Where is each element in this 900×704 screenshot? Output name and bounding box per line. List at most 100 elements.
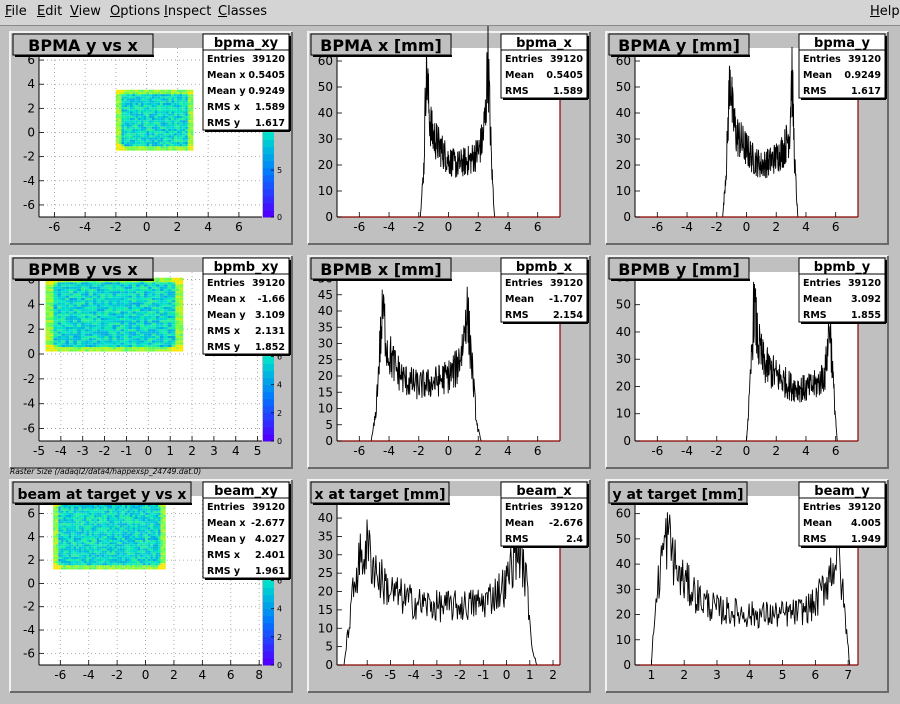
heatmap-cell — [159, 309, 164, 312]
heatmap-cell — [157, 146, 161, 149]
heatmap-cell — [73, 531, 77, 534]
menu-help[interactable]: Help — [870, 4, 900, 19]
heatmap-cell — [120, 295, 125, 298]
heatmap-cell — [132, 317, 137, 321]
heatmap-cell — [60, 540, 64, 543]
heatmap-cell — [135, 554, 138, 557]
heatmap-cell — [147, 516, 151, 520]
palette-segment — [263, 608, 274, 617]
heatmap-cell — [80, 304, 85, 307]
menu-classes[interactable]: Classes — [218, 4, 267, 19]
menu-options[interactable]: Options — [110, 4, 161, 19]
heatmap-cell — [129, 94, 133, 97]
heatmap-cell — [96, 514, 100, 517]
heatmap-cell — [187, 98, 191, 101]
heatmap-cell — [120, 313, 125, 316]
heatmap-cell — [128, 329, 133, 332]
heatmap-cell — [65, 514, 69, 517]
heatmap-cell — [128, 326, 133, 330]
menu-inspect[interactable]: Inspect — [164, 4, 212, 19]
menu-file[interactable]: File — [5, 4, 27, 19]
heatmap-cell — [124, 331, 129, 334]
heatmap-cell — [167, 282, 172, 285]
heatmap-cell — [151, 146, 155, 149]
heatmap-cell — [165, 146, 169, 149]
heatmap-cell — [154, 137, 158, 140]
heatmap-cell — [122, 552, 125, 555]
heatmap-cell — [96, 311, 101, 314]
heatmap-cell — [78, 567, 82, 570]
heatmap-cell — [127, 531, 130, 534]
heatmap-cell — [132, 529, 136, 532]
pad-beam_x[interactable]: -6-5-4-3-2-1012051015202530354045x at ta… — [307, 479, 591, 693]
heatmap-cell — [142, 512, 146, 515]
heatmap-cell — [65, 544, 69, 547]
heatmap-cell — [57, 313, 62, 316]
heatmap-cell — [137, 508, 141, 511]
y-tick-label: 10 — [318, 402, 333, 416]
y-tick-label: 0 — [623, 658, 631, 672]
heatmap-cell — [157, 122, 161, 125]
heatmap-cell — [117, 516, 120, 520]
heatmap-cell — [53, 340, 58, 343]
heatmap-cell — [69, 347, 74, 350]
heatmap-cell — [165, 107, 169, 110]
x-tick-label: -4 — [55, 444, 67, 458]
heatmap-cell — [129, 148, 133, 151]
heatmap-cell — [101, 510, 105, 513]
heatmap-cell — [96, 342, 101, 345]
heatmap-cell — [57, 333, 62, 336]
menu-edit[interactable]: Edit — [37, 4, 63, 19]
heatmap-cell — [114, 550, 118, 553]
heatmap-cell — [65, 531, 69, 534]
x-tick-label: 3 — [713, 668, 721, 682]
heatmap-cell — [160, 514, 164, 517]
heatmap-cell — [171, 113, 175, 116]
heatmap-cell — [155, 288, 160, 292]
heatmap-cell — [165, 126, 169, 129]
heatmap-cell — [150, 546, 153, 549]
heatmap-cell — [140, 133, 144, 136]
heatmap-cell — [112, 504, 115, 507]
heatmap-cell — [104, 533, 107, 536]
heatmap-cell — [168, 135, 172, 138]
heatmap-cell — [162, 96, 166, 99]
heatmap-cell — [69, 340, 74, 343]
heatmap-cell — [171, 104, 175, 108]
heatmap-cell — [174, 128, 177, 132]
heatmap-cell — [151, 131, 155, 134]
heatmap-cell — [77, 347, 81, 350]
heatmap-cell — [112, 315, 117, 318]
heatmap-cell — [86, 563, 89, 566]
heatmap-cell — [129, 504, 133, 507]
heatmap-cell — [118, 144, 122, 147]
heatmap-cell — [69, 291, 74, 294]
heatmap-cell — [165, 94, 169, 97]
heatmap-cell — [145, 546, 148, 549]
heatmap-cell — [96, 546, 100, 549]
pad-bpmb_y[interactable]: -6-4-202460102030405060BPMB y [mm]bpmb_y… — [605, 255, 889, 469]
heatmap-cell — [167, 335, 172, 339]
heatmap-cell — [115, 141, 119, 145]
heatmap-cell — [86, 527, 89, 530]
pad-bpmb_x[interactable]: -6-4-2024605101520253035404550BPMB x [mm… — [307, 255, 591, 469]
heatmap-cell — [157, 100, 161, 103]
palette-tick-label: 0 — [277, 213, 282, 222]
y-tick-label: 20 — [318, 158, 333, 172]
heatmap-cell — [99, 552, 102, 555]
heatmap-cell — [71, 508, 74, 511]
heatmap-cell — [160, 120, 163, 123]
heatmap-cell — [140, 124, 144, 127]
heatmap-cell — [175, 311, 180, 314]
heatmap-cell — [108, 349, 113, 352]
heatmap-cell — [132, 335, 137, 339]
menu-view[interactable]: View — [70, 4, 101, 19]
heatmap-cell — [155, 519, 159, 522]
